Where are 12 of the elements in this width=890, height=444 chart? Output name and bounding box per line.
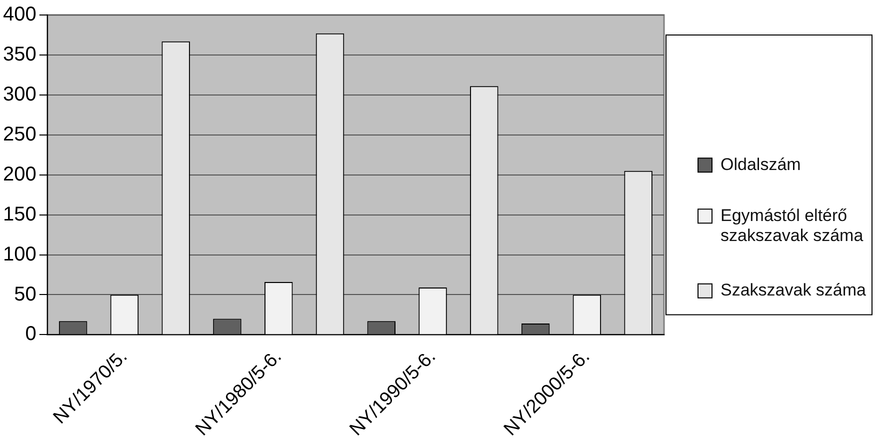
legend-label: Egymástól eltérő szakszavak száma <box>720 206 864 246</box>
y-tick-label: 350 <box>2 43 36 66</box>
y-tick-label: 0 <box>25 323 36 346</box>
y-tick-label: 250 <box>2 123 36 146</box>
y-tick-label: 50 <box>14 283 36 306</box>
y-tick-label: 400 <box>2 4 36 26</box>
legend-label: Oldalszám <box>720 154 801 174</box>
y-tick-label: 150 <box>2 203 36 226</box>
y-tick-label: 200 <box>2 163 36 186</box>
y-tick-label: 100 <box>2 243 36 266</box>
y-tick-label: 300 <box>2 83 36 106</box>
legend-label: Szakszavak száma <box>720 280 867 300</box>
